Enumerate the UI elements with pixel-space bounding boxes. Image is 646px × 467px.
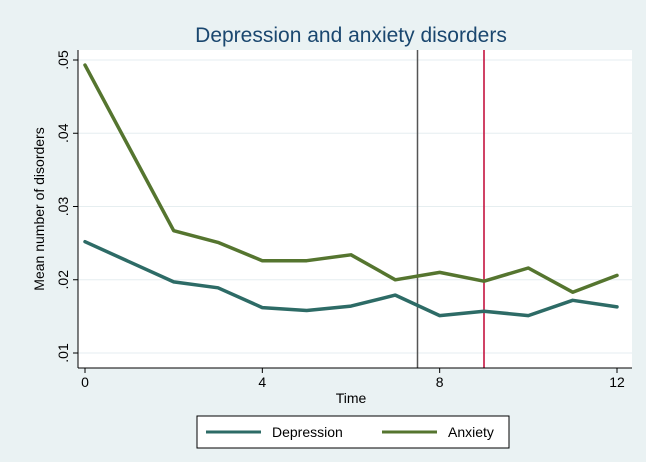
- series-line-anxiety: [83, 63, 619, 294]
- y-tick-label-2: .03: [55, 197, 71, 217]
- x-tick-label-3: 12: [609, 374, 625, 390]
- x-tick-label-2: 8: [436, 374, 444, 390]
- legend-label-depression: Depression: [272, 424, 343, 440]
- legend: Depression Anxiety: [196, 415, 510, 449]
- reference-lines: [416, 50, 485, 368]
- legend-label-anxiety: Anxiety: [448, 424, 494, 440]
- plot-area: [78, 50, 632, 368]
- grid-lines: [78, 59, 632, 354]
- x-tick-label-0: 0: [81, 374, 89, 390]
- y-tick-label-3: .04: [55, 123, 71, 143]
- series-lines: [83, 63, 619, 318]
- y-tick-label-4: .05: [55, 50, 71, 70]
- x-axis-label: Time: [336, 390, 367, 406]
- y-axis-ticks: .01 .02 .03 .04 .05: [55, 50, 78, 363]
- x-axis-ticks: 0 4 8 12: [81, 368, 625, 390]
- y-axis-label: Mean number of disorders: [31, 127, 47, 290]
- chart-title: Depression and anxiety disorders: [195, 24, 507, 47]
- x-tick-label-1: 4: [258, 374, 266, 390]
- series-line-depression: [83, 239, 619, 318]
- y-tick-label-1: .02: [55, 270, 71, 290]
- y-tick-label-0: .01: [55, 343, 71, 363]
